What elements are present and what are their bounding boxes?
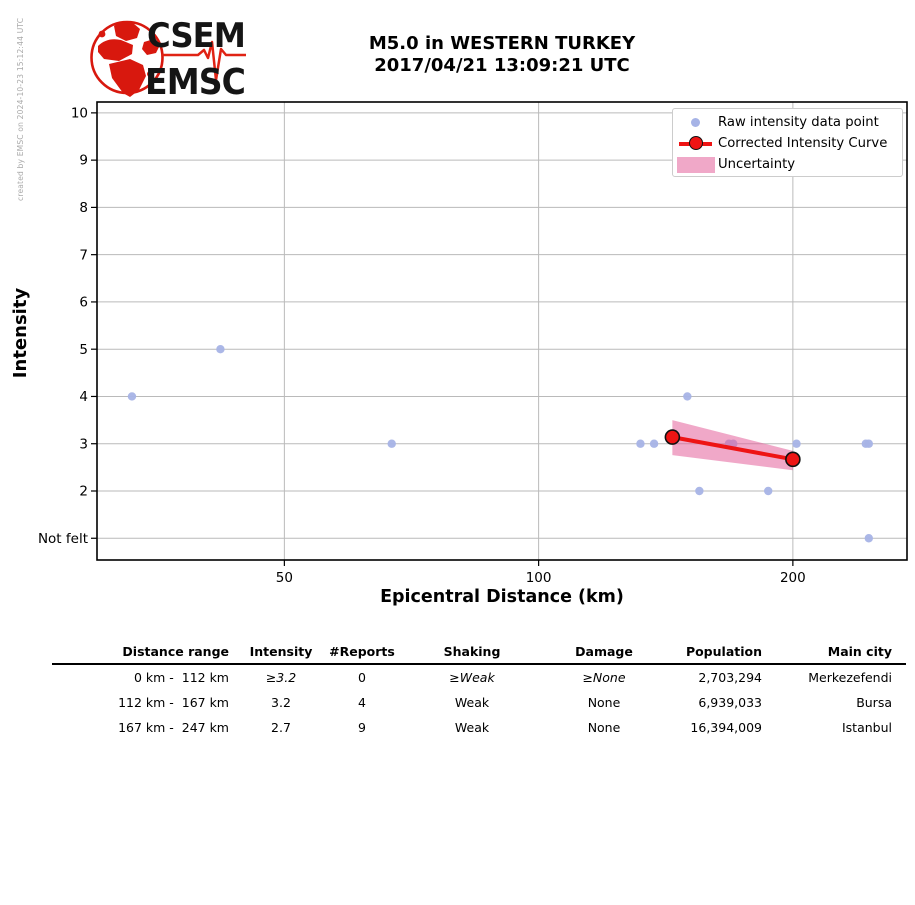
legend-curve-marker [689, 136, 703, 150]
cell-intensity: 3.2 [271, 695, 291, 710]
raw-data-point [387, 439, 396, 448]
header-population: Population [685, 644, 762, 659]
legend-item-curve: Corrected Intensity Curve [673, 133, 902, 154]
cell-shaking: Weak [454, 720, 490, 735]
cell-damage: ≥None [582, 670, 626, 685]
cell-intensity: 2.7 [271, 720, 291, 735]
corrected-curve-marker [664, 429, 681, 445]
band-swatch-icon [673, 156, 718, 173]
intensity-distance-plot: 10 9 8 7 6 5 4 3 2 Not felt 50 100 200 [38, 101, 908, 586]
raw-data-point [649, 439, 659, 448]
legend-raw-label: Raw intensity data point [718, 115, 879, 130]
y-tick-label: Not felt [38, 531, 88, 547]
cell-damage: None [587, 695, 621, 710]
plot-border [96, 101, 908, 561]
y-tick-label: 7 [79, 247, 88, 263]
cell-population: 2,703,294 [698, 670, 762, 685]
cell-range: 0 km - 112 km [133, 670, 229, 685]
summary-table: Distance range Intensity #Reports Shakin… [52, 640, 906, 740]
table-row: 167 km - 247 km 2.7 9 Weak None 16,394,0… [52, 715, 906, 740]
table-row: 0 km - 112 km ≥3.2 0 ≥Weak ≥None 2,703,2… [52, 665, 906, 690]
cell-intensity: ≥3.2 [265, 670, 297, 685]
curve-swatch-icon [673, 136, 718, 150]
header-reports: #Reports [329, 644, 395, 659]
cell-shaking: ≥Weak [449, 670, 495, 685]
raw-data-point [127, 392, 137, 401]
cell-reports: 0 [358, 670, 366, 685]
header-distance-range: Distance range [122, 644, 229, 659]
x-tick-label: 200 [780, 570, 806, 586]
y-tick-label: 5 [79, 342, 88, 358]
x-tick-label: 50 [276, 570, 293, 586]
cell-population: 16,394,009 [690, 720, 762, 735]
raw-data-point [695, 486, 704, 496]
raw-data-point [864, 439, 874, 448]
seismogram-trace-icon [162, 40, 246, 82]
logo-text-csem: CSEM [147, 16, 245, 56]
y-tick-label: 2 [79, 484, 88, 500]
y-tick-label: 4 [79, 389, 88, 405]
cell-range: 112 km - 167 km [118, 695, 229, 710]
cell-shaking: Weak [454, 695, 490, 710]
chart-title-line1: M5.0 in WESTERN TURKEY [368, 33, 636, 54]
header-shaking: Shaking [443, 644, 501, 659]
raw-data-point [683, 392, 692, 401]
chart-title-line2: 2017/04/21 13:09:21 UTC [374, 55, 630, 76]
logo-text-emsc: EMSC [145, 62, 245, 103]
legend-item-raw: Raw intensity data point [673, 112, 902, 133]
raw-data-point [636, 439, 645, 448]
plot-legend: Raw intensity data point Corrected Inten… [672, 108, 903, 177]
header-main-city: Main city [827, 644, 892, 659]
cell-damage: None [587, 720, 621, 735]
header-intensity: Intensity [249, 644, 313, 659]
uncertainty-band [672, 420, 793, 471]
y-tick-label: 8 [79, 200, 88, 216]
table-row: 112 km - 167 km 3.2 4 Weak None 6,939,03… [52, 690, 906, 715]
x-tick-label: 100 [526, 570, 552, 586]
cell-range: 167 km - 247 km [118, 720, 229, 735]
chart-title: M5.0 in WESTERN TURKEY 2017/04/21 13:09:… [97, 33, 907, 77]
y-tick-label: 9 [79, 153, 88, 169]
legend-curve-swatch [679, 136, 712, 150]
cell-city: Bursa [856, 695, 892, 710]
legend-item-uncertainty: Uncertainty [673, 154, 902, 175]
table-header-row: Distance range Intensity #Reports Shakin… [52, 640, 906, 665]
legend-band-swatch [676, 156, 715, 173]
y-tick-label: 3 [79, 436, 88, 452]
raw-data-point [792, 439, 801, 448]
header-damage: Damage [575, 644, 633, 659]
cell-reports: 9 [358, 720, 366, 735]
y-tick-label: 10 [71, 105, 88, 121]
raw-point-swatch-icon [673, 118, 718, 127]
cell-city: Merkezefendi [808, 670, 892, 685]
y-tick-label: 6 [79, 295, 88, 311]
corrected-intensity-curve [672, 435, 794, 462]
raw-data-point [864, 534, 874, 543]
cell-city: Istanbul [841, 720, 892, 735]
cell-population: 6,939,033 [698, 695, 762, 710]
legend-raw-swatch [691, 118, 700, 127]
legend-band-label: Uncertainty [718, 157, 796, 172]
legend-curve-label: Corrected Intensity Curve [718, 136, 888, 151]
corrected-curve-marker [785, 451, 801, 468]
cell-reports: 4 [358, 695, 366, 710]
emsc-logo: CSEM EMSC [90, 16, 246, 103]
x-axis-label: Epicentral Distance (km) [380, 587, 624, 607]
raw-data-point [764, 486, 773, 496]
raw-data-point [216, 344, 225, 354]
emsc-globe-icon [90, 20, 164, 97]
y-axis-label: Intensity [10, 287, 31, 379]
